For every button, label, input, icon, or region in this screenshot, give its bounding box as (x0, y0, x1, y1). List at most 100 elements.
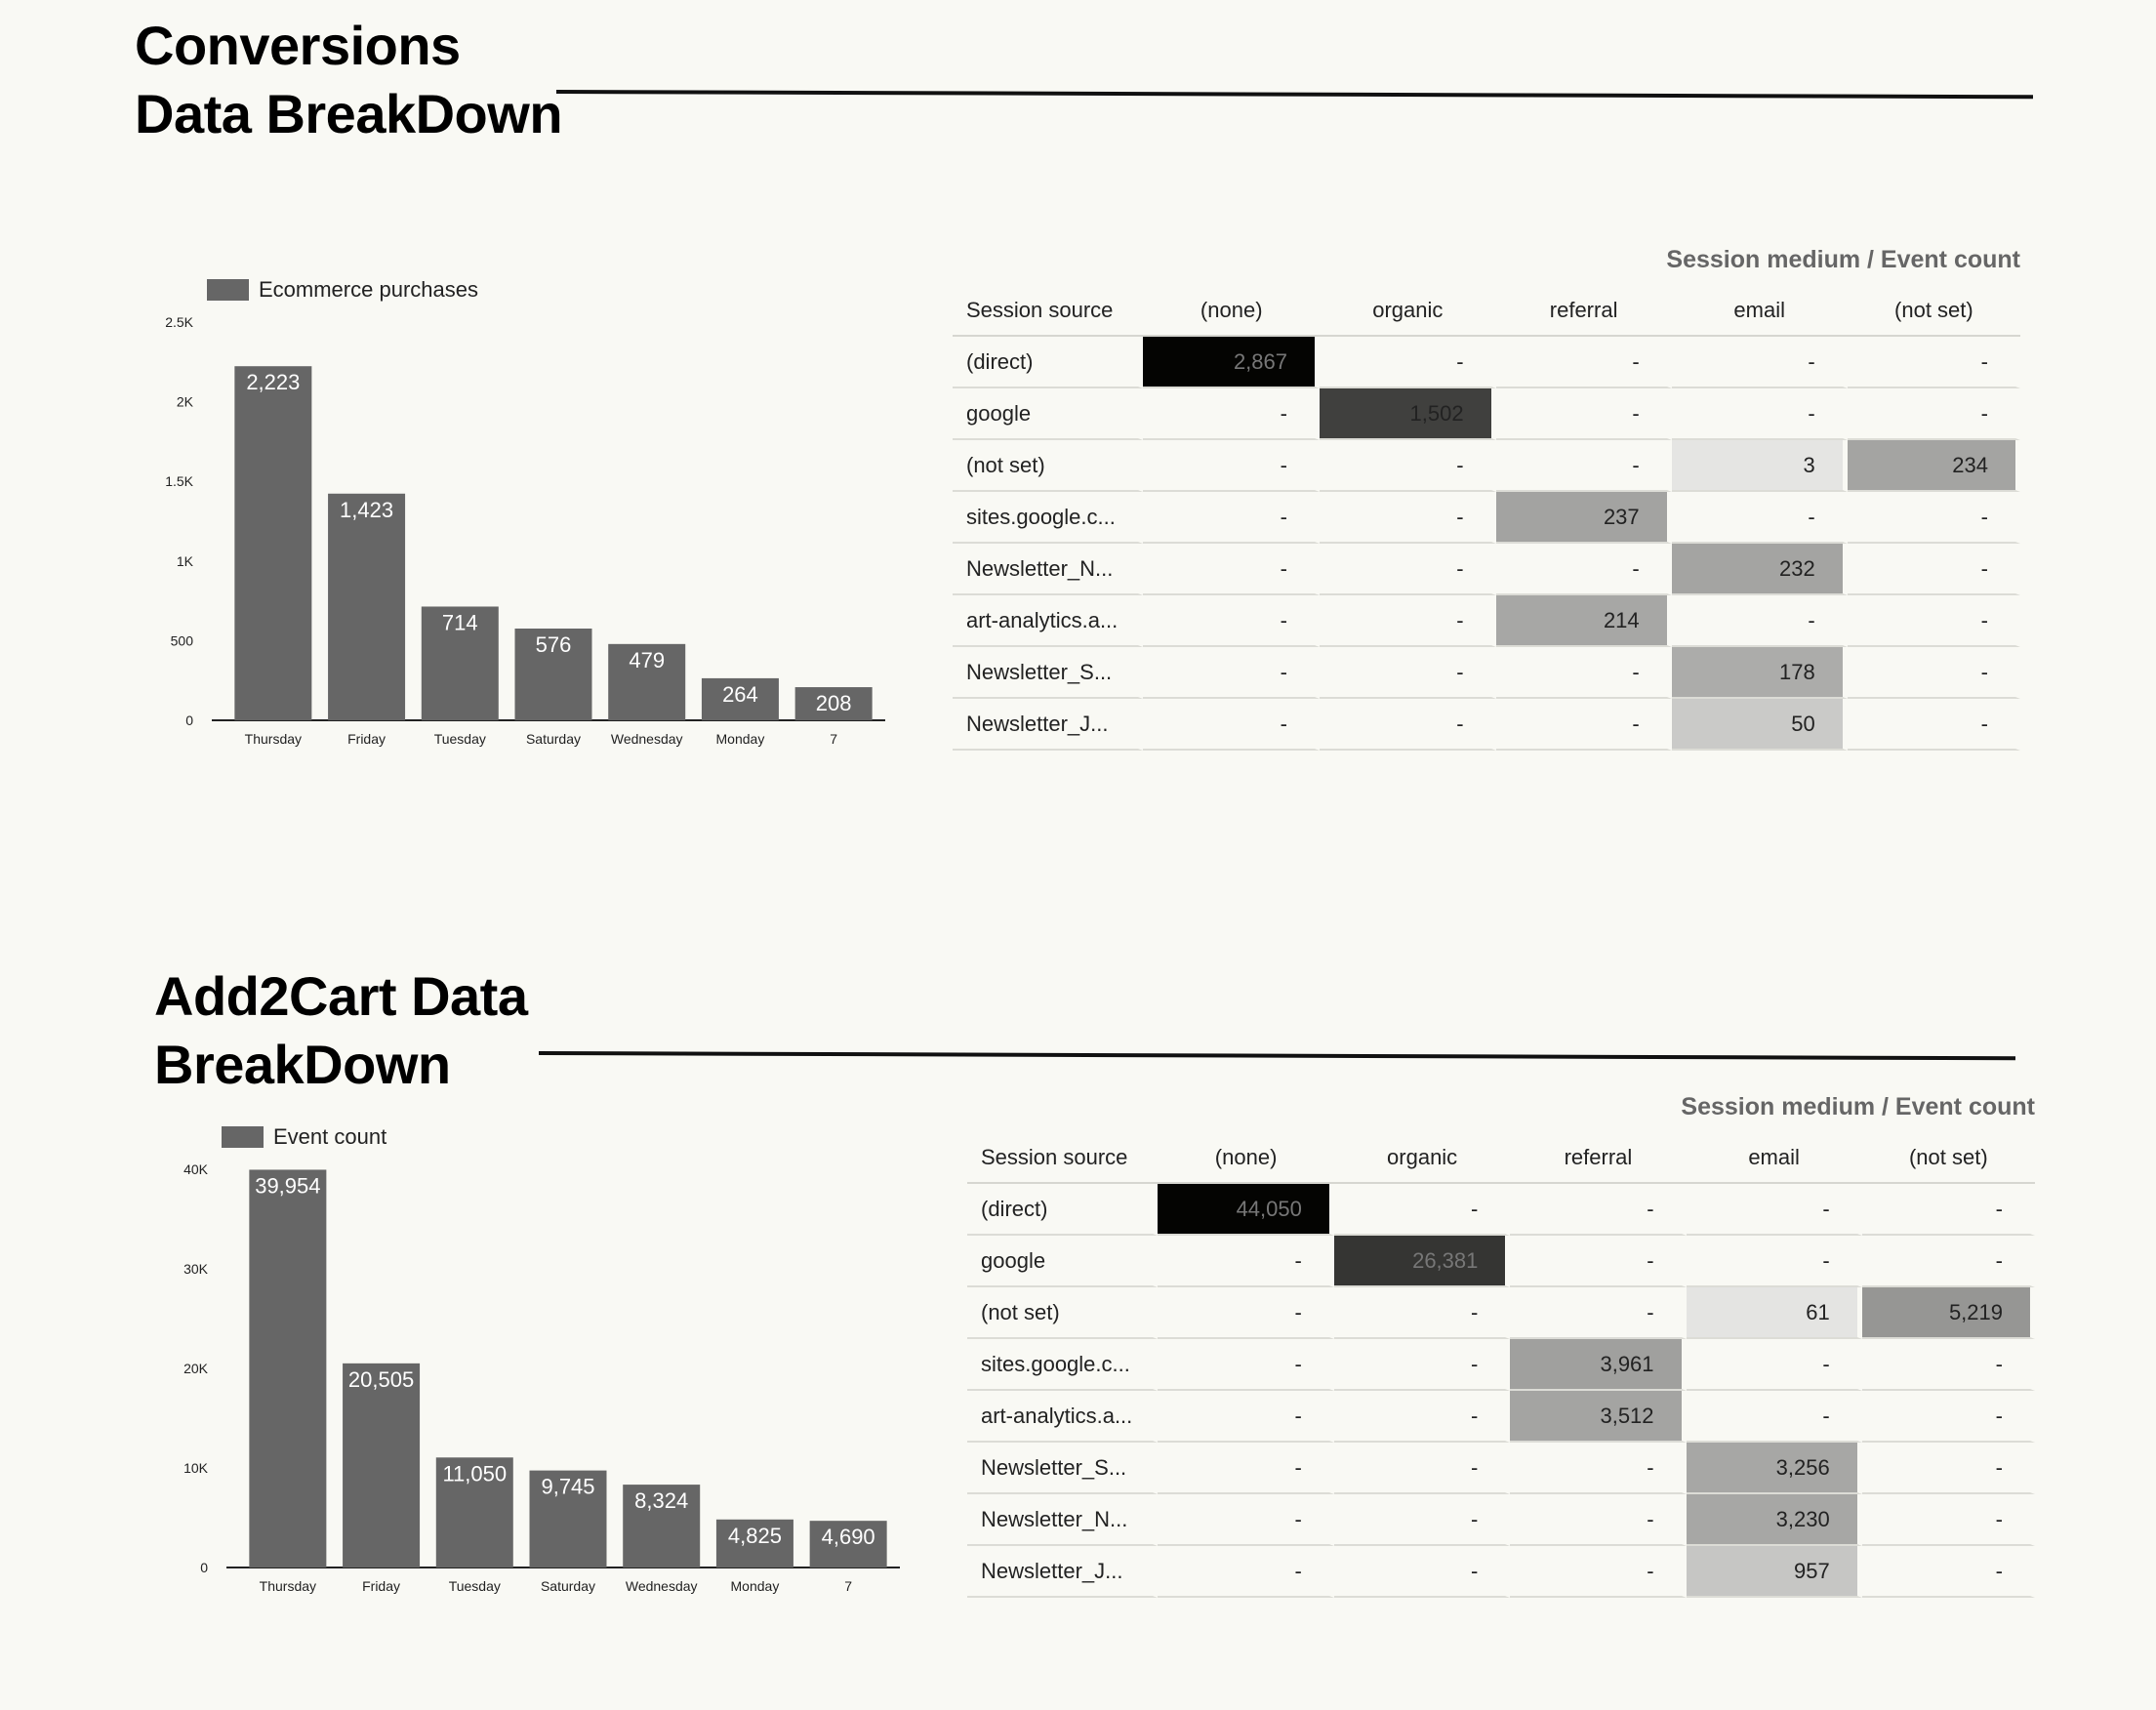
y-tick-label: 40K (183, 1161, 209, 1177)
table-row: art-analytics.a... - -3,512- - (967, 1391, 2035, 1443)
table-row: Newsletter_J... - - -50- (953, 699, 2020, 751)
table-row: (direct) 44,050- - - - (967, 1184, 2035, 1236)
bar-data-label: 576 (536, 632, 572, 657)
conversions-legend: Ecommerce purchases (207, 277, 478, 303)
conversions-title: Conversions Data BreakDown (135, 12, 563, 148)
row-session-source: (not set) (967, 1287, 1159, 1339)
table-cell: - (1158, 1546, 1334, 1598)
conversions-table: Session source (none) organic referral email… (953, 286, 2020, 751)
table-cell: 214 (1495, 595, 1672, 647)
table-cell: 44,050 (1158, 1184, 1334, 1236)
table-cell: - (1158, 1443, 1334, 1494)
y-tick-label: 30K (183, 1261, 209, 1277)
row-session-source: google (953, 388, 1144, 440)
table-cell: - (1143, 647, 1320, 699)
header-session-source[interactable]: Session source (967, 1133, 1159, 1184)
table-cell: - (1671, 492, 1848, 544)
add2cart-bar-chart: 0 10K 20K 30K 40K 39,954 Thursday 20,505 Friday 1… (161, 1160, 913, 1608)
table-cell: - (1143, 388, 1320, 440)
y-tick-label: 10K (183, 1460, 209, 1476)
header-medium[interactable]: organic (1320, 286, 1496, 337)
y-tick-label: 20K (183, 1361, 209, 1376)
table-header-row: Session source (none) organic referral email… (967, 1133, 2035, 1184)
table-cell: 237 (1495, 492, 1672, 544)
header-medium[interactable]: email (1671, 286, 1848, 337)
bar (701, 677, 779, 720)
header-medium[interactable]: (none) (1158, 1133, 1334, 1184)
table-cell: - (1333, 1287, 1511, 1339)
add2cart-chart-svg: 0 10K 20K 30K 40K 39,954 Thursday 20,505 Friday 1… (183, 1161, 900, 1594)
header-medium[interactable]: referral (1510, 1133, 1687, 1184)
conversions-title-line1: Conversions (135, 15, 461, 76)
table-cell: - (1510, 1184, 1687, 1236)
header-medium[interactable]: referral (1495, 286, 1672, 337)
table-cell: - (1333, 1184, 1511, 1236)
table-cell: - (1143, 595, 1320, 647)
bar (514, 628, 592, 720)
add2cart-title-line1: Add2Cart Data (154, 965, 528, 1027)
table-cell: - (1510, 1494, 1687, 1546)
table-cell: - (1320, 544, 1496, 595)
add2cart-pivot-table: Session medium / Event count Session sou… (967, 1091, 2035, 1599)
table-cell: - (1861, 1391, 2035, 1443)
table-cell: - (1847, 595, 2020, 647)
bar (234, 366, 312, 720)
table-cell: - (1143, 492, 1320, 544)
conversions-bar-chart: 0 500 1K 1.5K 2K 2.5K 2,223 Thursday 1,423 Friday… (146, 312, 898, 761)
table-cell: - (1847, 337, 2020, 388)
bar (421, 606, 499, 720)
bar-data-label: 11,050 (442, 1461, 507, 1486)
table-row: google -26,381- - - (967, 1236, 2035, 1287)
table-cell: - (1333, 1443, 1511, 1494)
bar (623, 1485, 701, 1568)
add2cart-title-line2: BreakDown (154, 1034, 451, 1095)
x-tick-label: 7 (844, 1578, 852, 1594)
table-cell: - (1333, 1339, 1511, 1391)
table-row: (not set) - - -3 234 (953, 440, 2020, 492)
table-cell: - (1861, 1494, 2035, 1546)
conversions-pivot-table: Session medium / Event count Session sou… (953, 244, 2020, 752)
table-cell: - (1158, 1287, 1334, 1339)
table-cell: - (1333, 1546, 1511, 1598)
header-medium[interactable]: organic (1333, 1133, 1511, 1184)
legend-label: Event count (273, 1124, 387, 1149)
table-cell: 3 (1671, 440, 1848, 492)
table-cell: - (1686, 1339, 1862, 1391)
bar-data-label: 8,324 (634, 1488, 688, 1513)
header-medium[interactable]: (not set) (1847, 286, 2020, 337)
add2cart-title-rule (538, 1051, 2015, 1061)
header-session-source[interactable]: Session source (953, 286, 1144, 337)
conversions-title-line2: Data BreakDown (135, 83, 563, 144)
table-cell: - (1158, 1494, 1334, 1546)
table-cell: - (1495, 699, 1672, 751)
header-medium[interactable]: email (1686, 1133, 1862, 1184)
x-tick-label: Thursday (245, 731, 302, 747)
table-cell: - (1510, 1546, 1687, 1598)
row-session-source: google (967, 1236, 1159, 1287)
table-cell: - (1158, 1236, 1334, 1287)
table-cell: - (1143, 544, 1320, 595)
table-row: sites.google.c... - -3,961- - (967, 1339, 2035, 1391)
table-cell: - (1686, 1391, 1862, 1443)
table-row: Newsletter_N... - - -232- (953, 544, 2020, 595)
header-medium[interactable]: (not set) (1861, 1133, 2035, 1184)
table-cell: - (1671, 595, 1848, 647)
table-cell: 3,256 (1686, 1443, 1862, 1494)
x-tick-label: Wednesday (626, 1578, 698, 1594)
table-cell: - (1861, 1184, 2035, 1236)
legend-swatch (222, 1126, 264, 1148)
table-cell: - (1510, 1443, 1687, 1494)
bar (249, 1169, 327, 1568)
conversions-title-rule (555, 90, 2033, 100)
add2cart-legend: Event count (222, 1124, 386, 1150)
header-medium[interactable]: (none) (1143, 286, 1320, 337)
y-tick-label: 1K (177, 553, 194, 569)
table-cell: 234 (1847, 440, 2020, 492)
x-tick-label: Monday (716, 731, 765, 747)
x-tick-label: Wednesday (611, 731, 683, 747)
table-cell: - (1847, 492, 2020, 544)
table-header-row: Session source (none) organic referral email… (953, 286, 2020, 337)
row-session-source: (direct) (953, 337, 1144, 388)
table-cell: - (1320, 595, 1496, 647)
table-row: Newsletter_S... - - -178- (953, 647, 2020, 699)
